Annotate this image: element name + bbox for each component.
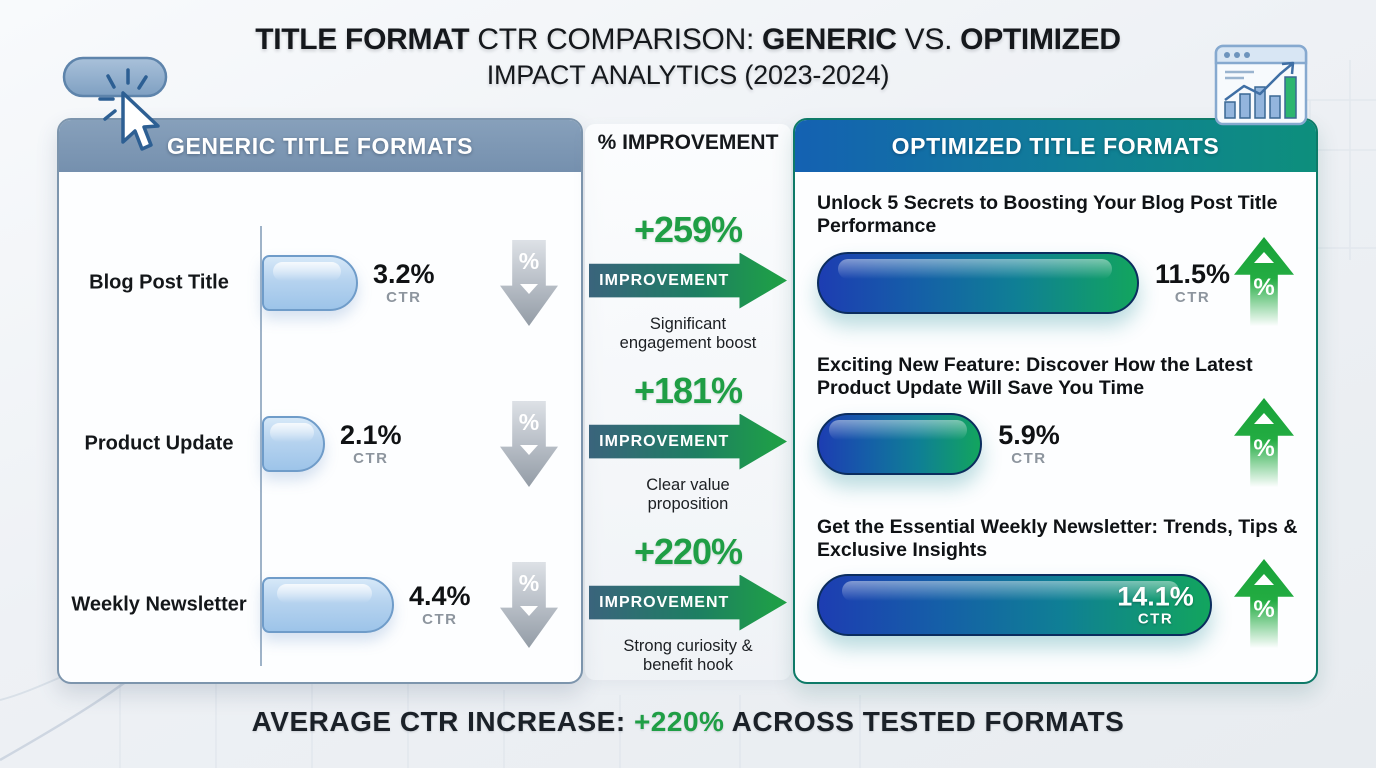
improvement-item-2: +181% IMPROVEMENT Clear value propositio… <box>585 367 791 517</box>
ctr-value: 11.5% <box>1155 259 1231 290</box>
ctr-value: 3.2% <box>373 259 435 290</box>
improvement-arrow-label: IMPROVEMENT <box>599 593 730 611</box>
cursor-click-icon <box>62 56 168 151</box>
generic-panel-title: GENERIC TITLE FORMATS <box>166 132 474 159</box>
improvement-arrow-icon: IMPROVEMENT <box>589 413 787 470</box>
improvement-caption: Clear value proposition <box>646 475 730 513</box>
title-line-2: IMPACT ANALYTICS (2023-2024) <box>486 59 890 90</box>
optimized-headline: Unlock 5 Secrets to Boosting Your Blog P… <box>817 192 1278 238</box>
improvement-percent: +259% <box>633 208 743 250</box>
ctr-unit-label: CTR <box>1011 449 1047 467</box>
bar-line: 4.4% CTR <box>262 577 471 633</box>
percent-glyph: % <box>1253 596 1275 623</box>
percent-glyph: % <box>518 570 540 596</box>
bar-line: 2.1% CTR <box>262 416 402 472</box>
up-triangle-glyph <box>1254 252 1274 263</box>
chart-axis-line <box>260 226 262 666</box>
optimized-ctr-bar <box>817 252 1139 314</box>
row-label: Product Update <box>84 432 234 455</box>
improvement-item-3: +220% IMPROVEMENT Strong curiosity & ben… <box>585 528 791 678</box>
ctr-unit-label: CTR <box>353 449 389 467</box>
summary-part-3: ACROSS TESTED FORMATS <box>724 706 1125 737</box>
title-part-1: TITLE FORMAT <box>255 23 470 56</box>
improvement-percent: +220% <box>633 530 743 572</box>
optimized-row-1: 11.5% CTR <box>817 251 1230 315</box>
optimized-ctr-bar <box>817 413 983 475</box>
improvement-arrow-label: IMPROVEMENT <box>599 271 730 289</box>
generic-ctr-bar <box>262 255 358 311</box>
percent-glyph: % <box>518 248 540 274</box>
up-triangle-glyph <box>1254 413 1274 424</box>
optimized-headline: Get the Essential Weekly Newsletter: Tre… <box>817 516 1298 562</box>
generic-titles-panel: GENERIC TITLE FORMATS Blog Post Title 3.… <box>57 118 583 684</box>
generic-ctr-bar <box>262 416 325 472</box>
up-arrow-percent-icon: % <box>1234 559 1294 651</box>
generic-ctr-bar <box>262 577 394 633</box>
ctr-value: 5.9% <box>998 420 1060 451</box>
bar-line: 3.2% CTR <box>262 255 435 311</box>
optimized-panel-header: OPTIMIZED TITLE FORMATS <box>795 120 1316 172</box>
percent-glyph: % <box>518 409 540 435</box>
generic-row-blog-post-title: Blog Post Title 3.2% CTR % <box>59 223 581 343</box>
generic-row-product-update: Product Update 2.1% CTR % <box>59 384 581 504</box>
percent-glyph: % <box>1253 435 1275 462</box>
summary-highlight: +220% <box>633 706 725 737</box>
down-triangle-glyph <box>520 445 538 455</box>
optimized-row-3: 14.1% CTR <box>817 573 1212 637</box>
row-label: Blog Post Title <box>89 271 229 294</box>
ctr-value-block: 11.5% CTR <box>1155 259 1231 306</box>
ctr-value: 4.4% <box>409 581 471 612</box>
ctr-value-block: 14.1% CTR <box>1117 581 1194 628</box>
down-triangle-glyph <box>520 284 538 294</box>
improvement-column: % IMPROVEMENT +259% IMPROVEMENT Signific… <box>585 118 791 684</box>
ctr-unit-label: CTR <box>386 288 422 306</box>
up-triangle-glyph <box>1254 574 1274 585</box>
title-part-5: OPTIMIZED <box>960 23 1121 56</box>
ctr-unit-label: CTR <box>422 610 458 628</box>
ctr-value-block: 5.9% CTR <box>998 420 1060 467</box>
analytics-window-icon <box>1214 44 1308 126</box>
optimized-ctr-bar: 14.1% CTR <box>817 574 1212 636</box>
title-part-3: GENERIC <box>762 23 897 56</box>
up-arrow-percent-icon: % <box>1234 398 1294 490</box>
optimized-headline: Exciting New Feature: Discover How the L… <box>817 354 1253 400</box>
ctr-value-block: 2.1% CTR <box>340 420 402 467</box>
ctr-unit-label: CTR <box>1174 288 1211 306</box>
improvement-item-1: +259% IMPROVEMENT Significant engagement… <box>585 206 791 356</box>
improvement-caption: Significant engagement boost <box>619 314 757 352</box>
up-arrow-percent-icon: % <box>1234 237 1294 329</box>
optimized-row-2: 5.9% CTR <box>817 412 1060 476</box>
improvement-percent: +181% <box>633 369 743 411</box>
down-triangle-glyph <box>520 606 538 616</box>
summary-part-1: AVERAGE CTR INCREASE: <box>251 706 634 737</box>
improvement-column-title: % IMPROVEMENT <box>597 131 779 154</box>
down-arrow-percent-icon: % <box>500 401 558 487</box>
title-part-4: VS. <box>896 23 961 56</box>
page-title: TITLE FORMAT CTR COMPARISON: GENERIC VS.… <box>0 22 1376 92</box>
improvement-arrow-icon: IMPROVEMENT <box>589 252 787 309</box>
row-label: Weekly Newsletter <box>71 593 247 616</box>
percent-glyph: % <box>1253 274 1275 301</box>
title-line-1: TITLE FORMAT CTR COMPARISON: GENERIC VS.… <box>0 22 1376 59</box>
ctr-value-block: 4.4% CTR <box>409 581 471 628</box>
improvement-arrow-icon: IMPROVEMENT <box>589 574 787 631</box>
summary-banner: AVERAGE CTR INCREASE: +220% ACROSS TESTE… <box>0 706 1376 738</box>
ctr-value-block: 3.2% CTR <box>373 259 435 306</box>
down-arrow-percent-icon: % <box>500 240 558 326</box>
down-arrow-percent-icon: % <box>500 562 558 648</box>
optimized-panel-title: OPTIMIZED TITLE FORMATS <box>891 132 1220 159</box>
title-part-2: CTR COMPARISON: <box>469 23 763 56</box>
ctr-unit-label: CTR <box>1137 610 1174 628</box>
improvement-arrow-label: IMPROVEMENT <box>599 432 730 450</box>
improvement-caption: Strong curiosity & benefit hook <box>623 636 753 674</box>
ctr-value: 14.1% <box>1117 581 1194 612</box>
optimized-titles-panel: OPTIMIZED TITLE FORMATS Unlock 5 Secrets… <box>793 118 1318 684</box>
generic-row-weekly-newsletter: Weekly Newsletter 4.4% CTR % <box>59 545 581 665</box>
ctr-value: 2.1% <box>340 420 402 451</box>
